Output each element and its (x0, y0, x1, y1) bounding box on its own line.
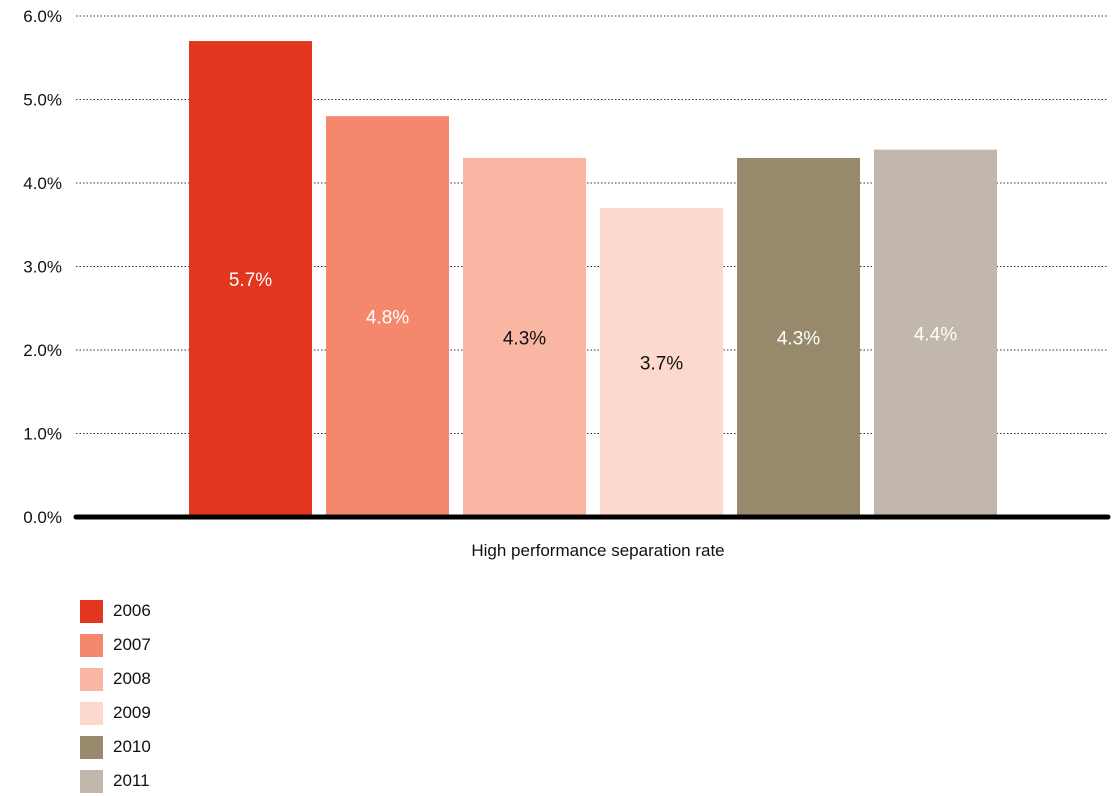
legend-label: 2010 (113, 737, 151, 756)
bar-value-label-2008: 4.3% (503, 328, 546, 349)
legend-item-2008: 2008 (80, 662, 151, 696)
legend-swatch (80, 735, 103, 759)
legend: 2006 2007 2008 2009 2010 2011 (80, 594, 151, 796)
legend-item-2007: 2007 (80, 628, 151, 662)
legend-label: 2009 (113, 703, 151, 722)
y-tick-label: 5.0% (23, 91, 62, 110)
legend-item-2006: 2006 (80, 594, 151, 628)
y-axis-ticks: 0.0% 1.0% 2.0% 3.0% 4.0% 5.0% 6.0% (23, 7, 62, 527)
bars (189, 41, 997, 518)
bar-2010 (737, 157, 860, 517)
legend-label: 2007 (113, 635, 151, 654)
x-axis-title: High performance separation rate (471, 541, 724, 560)
bar-value-label-2007: 4.8% (366, 308, 409, 329)
legend-swatch (80, 701, 103, 725)
bar-2011 (874, 149, 997, 517)
legend-swatch (80, 769, 103, 793)
y-tick-label: 0.0% (23, 508, 62, 527)
bar-2007 (326, 116, 449, 517)
bar-value-label-2009: 3.7% (640, 354, 683, 375)
legend-label: 2011 (113, 771, 150, 790)
legend-swatch (80, 667, 103, 691)
y-tick-label: 6.0% (23, 7, 62, 26)
legend-item-2011: 2011 (80, 764, 151, 796)
legend-label: 2008 (113, 669, 151, 688)
bar-2006 (189, 41, 312, 518)
y-tick-label: 1.0% (23, 425, 62, 444)
bar-value-label-2010: 4.3% (777, 328, 820, 349)
legend-item-2009: 2009 (80, 696, 151, 730)
bar-2008 (463, 157, 586, 517)
bar-value-label-2006: 5.7% (229, 270, 272, 291)
legend-swatch (80, 599, 103, 623)
legend-item-2010: 2010 (80, 730, 151, 764)
bar-value-label-2011: 4.4% (914, 324, 957, 345)
bar-2009 (600, 208, 723, 518)
bar-value-labels: 5.7% 4.8% 4.3% 3.7% 4.3% 4.4% (229, 270, 957, 375)
y-tick-label: 2.0% (23, 341, 62, 360)
legend-label: 2006 (113, 601, 151, 620)
y-tick-label: 4.0% (23, 174, 62, 193)
legend-swatch (80, 633, 103, 657)
y-tick-label: 3.0% (23, 258, 62, 277)
